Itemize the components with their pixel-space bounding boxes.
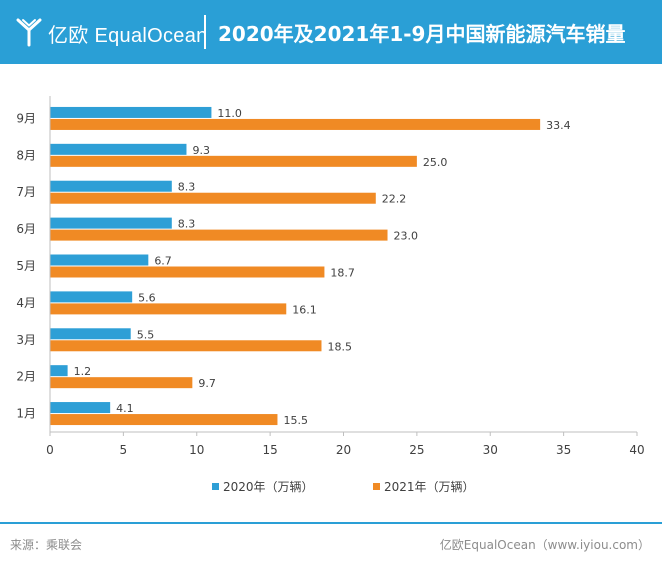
bar-2021 [50,229,388,241]
x-tick-label: 35 [556,443,571,457]
data-label: 16.1 [292,303,317,316]
bar-2021 [50,414,278,426]
source-note: 来源：乘联会 [10,538,83,552]
bar-2020 [50,254,149,266]
data-label: 8.3 [178,218,196,231]
chart-legend: 2020年（万辆） 2021年（万辆） [0,478,662,494]
bar-2020 [50,328,131,340]
category-label: 5月 [16,259,36,273]
data-label: 9.7 [198,377,216,390]
bar-2020 [50,402,111,414]
x-tick-label: 5 [120,443,128,457]
bar-2020 [50,106,212,118]
bar-2021 [50,155,417,167]
category-label: 9月 [16,111,36,125]
data-label: 25.0 [423,156,448,169]
bar-2021 [50,192,376,204]
category-label: 3月 [16,333,36,347]
bar-2021 [50,118,541,130]
bar-2020 [50,217,172,229]
data-label: 22.2 [382,193,407,206]
x-tick-label: 0 [46,443,54,457]
x-tick-label: 40 [629,443,644,457]
brand-name: 亿欧 EqualOcean [48,25,208,47]
bar-2020 [50,365,68,377]
x-tick-label: 10 [189,443,204,457]
data-label: 33.4 [546,119,571,132]
x-tick-label: 15 [262,443,277,457]
legend-swatch-2020 [212,483,219,490]
data-label: 4.1 [116,402,134,415]
x-tick-label: 25 [409,443,424,457]
bar-2020 [50,180,172,192]
category-label: 8月 [16,148,36,162]
category-label: 4月 [16,296,36,310]
data-label: 11.0 [217,107,242,120]
category-label: 6月 [16,222,36,236]
data-label: 1.2 [74,365,92,378]
legend-item-2020: 2020年（万辆） [212,478,314,495]
bar-2021 [50,303,287,315]
page-title: 2020年及2021年1-9月中国新能源汽车销量 [218,22,626,46]
legend-item-2021: 2021年（万辆） [373,478,475,495]
bar-2020 [50,143,187,155]
equalocean-logo-icon [16,18,42,47]
bar-2021 [50,377,193,389]
data-label: 18.5 [327,340,352,353]
data-label: 18.7 [330,267,355,280]
x-tick-label: 20 [336,443,351,457]
header-divider [204,15,206,49]
legend-label-2021: 2021年（万辆） [384,480,475,494]
data-label: 8.3 [178,181,196,194]
header-bar: 亿欧 EqualOcean 2020年及2021年1-9月中国新能源汽车销量 [0,0,662,64]
data-label: 9.3 [192,144,210,157]
x-tick-label: 30 [483,443,498,457]
category-label: 2月 [16,370,36,384]
bar-2020 [50,291,133,303]
bar-2021 [50,340,322,352]
category-label: 7月 [16,185,36,199]
data-label: 5.6 [138,291,156,304]
chart-bars: 4.1 15.5 1.2 9.7 5.5 18.5 5.6 16.1 6.7 18.7 8.3 23.… [50,106,571,427]
site-credit: 亿欧EqualOcean（www.iyiou.com） [439,538,650,552]
category-label: 1月 [16,407,36,421]
footer-divider [0,522,662,524]
data-label: 5.5 [137,328,155,341]
data-label: 15.5 [283,414,308,427]
bar-chart: 4.1 15.5 1.2 9.7 5.5 18.5 5.6 16.1 6.7 18.7 8.3 23.… [16,96,645,457]
data-label: 6.7 [154,255,172,268]
bar-2021 [50,266,325,278]
legend-label-2020: 2020年（万辆） [223,480,314,494]
legend-swatch-2021 [373,483,380,490]
chart-axes: 1月 2月 3月 4月 5月 6月 7月 8月 9月 0 5 10 15 20 25 30 35 40 [16,96,645,457]
data-label: 23.0 [394,230,419,243]
